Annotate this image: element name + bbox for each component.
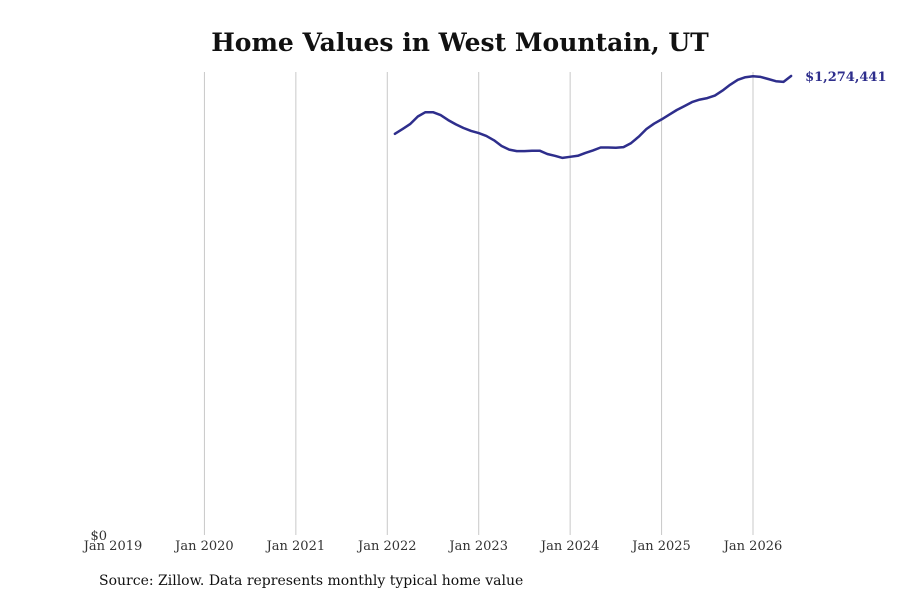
source-note: Source: Zillow. Data represents monthly … xyxy=(99,573,524,589)
x-axis-tick-labels: Jan 2019 Jan 2020 Jan 2021 Jan 2022 Jan 2023… xyxy=(82,539,783,554)
gridlines xyxy=(203,72,754,535)
y-tick-label: $0 xyxy=(90,529,107,544)
x-tick-label: Jan 2020 xyxy=(173,539,234,554)
x-tick-label: Jan 2026 xyxy=(722,539,783,554)
x-tick-label: Jan 2025 xyxy=(630,539,691,554)
y-axis-tick-labels: $0 xyxy=(90,529,107,544)
x-tick-label: Jan 2023 xyxy=(447,539,508,554)
end-value-label: $1,274,441 xyxy=(805,70,886,85)
x-tick-label: Jan 2022 xyxy=(356,539,417,554)
series-line xyxy=(393,74,793,160)
x-tick-label: Jan 2024 xyxy=(539,539,600,554)
series-group xyxy=(393,74,793,160)
x-tick-label: Jan 2019 xyxy=(82,539,143,554)
x-tick-label: Jan 2021 xyxy=(265,539,326,554)
end-value-label-group: $1,274,441 xyxy=(805,70,886,85)
chart-title: Home Values in West Mountain, UT xyxy=(211,28,709,57)
